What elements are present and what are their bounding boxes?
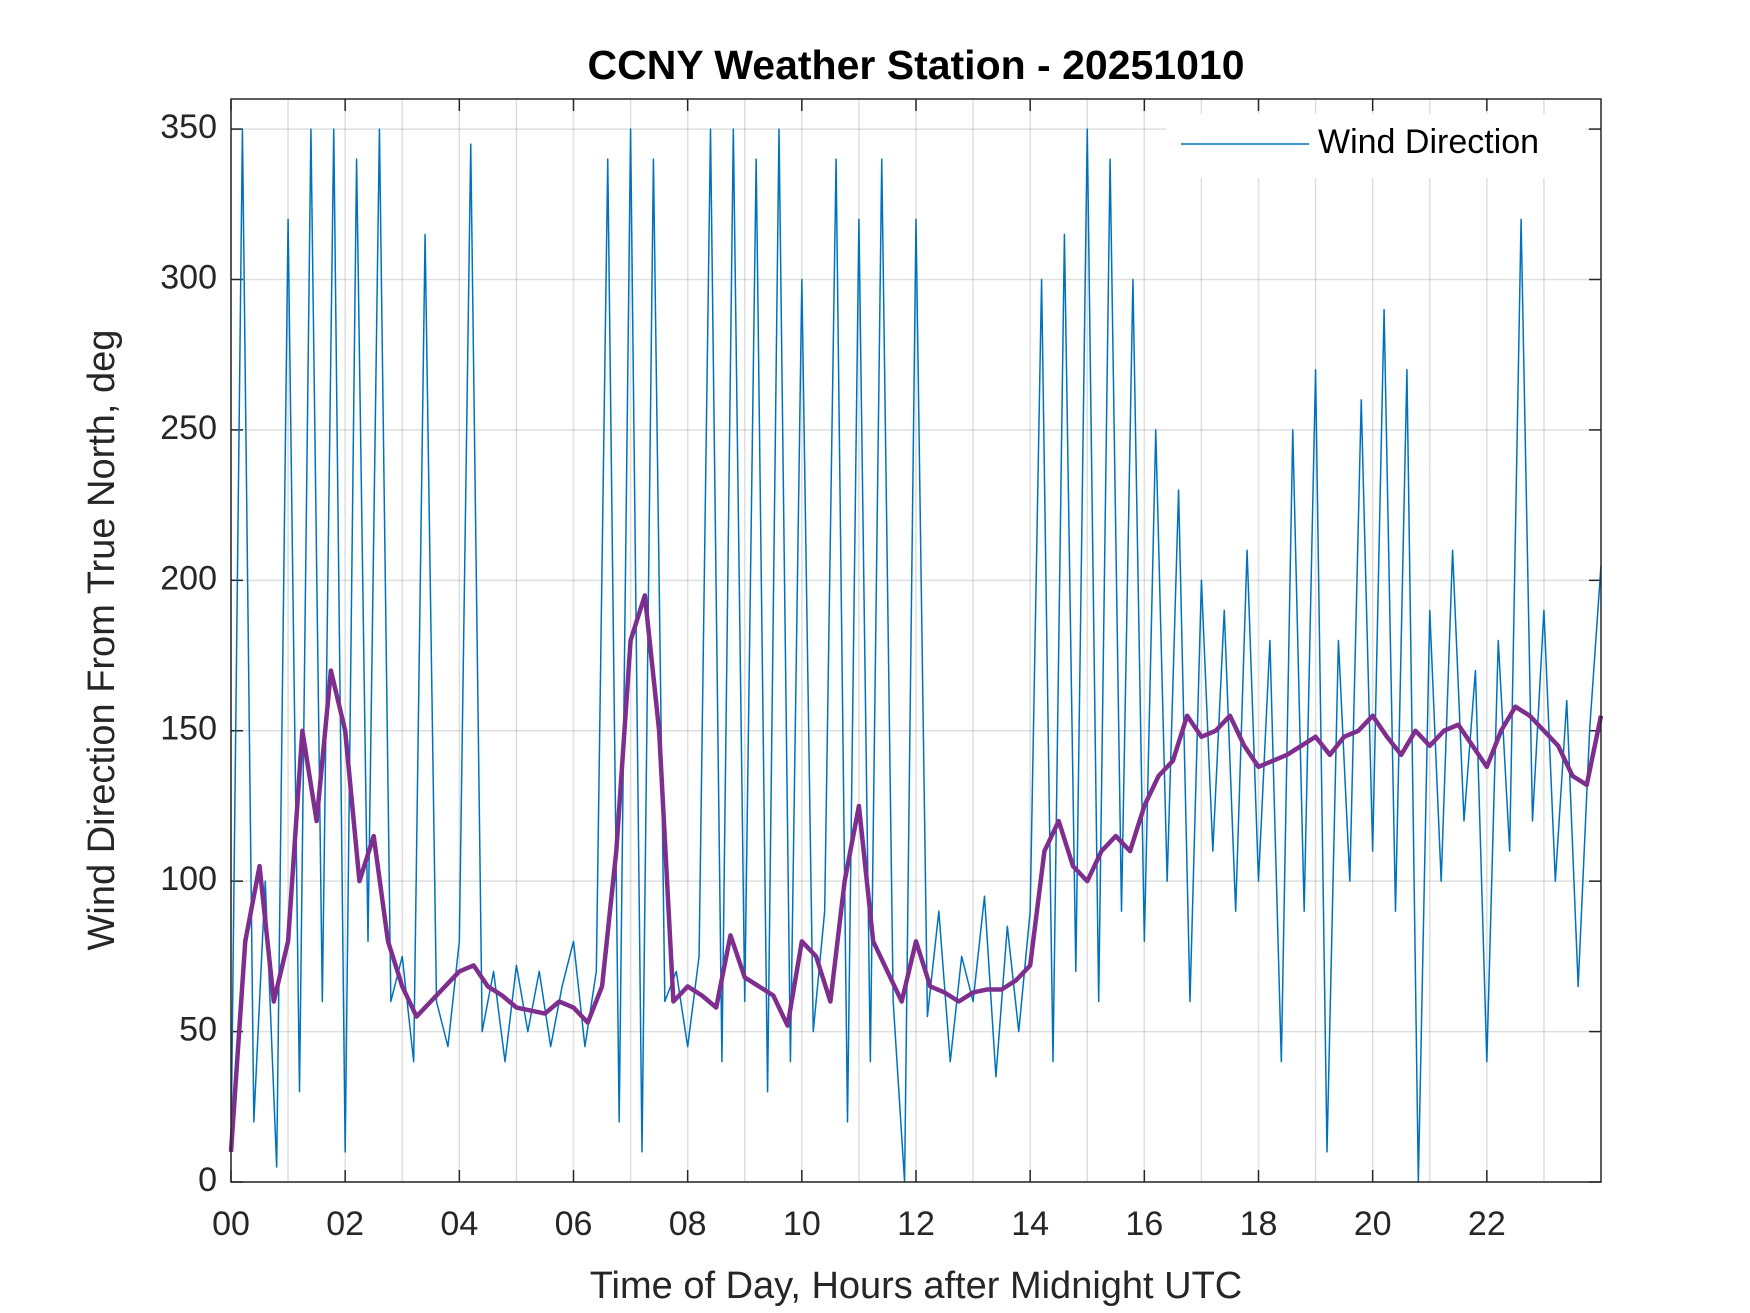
y-tick-label: 50 xyxy=(179,1011,217,1049)
axes-box xyxy=(230,98,1602,1183)
x-tick-label: 04 xyxy=(440,1205,478,1243)
x-tick-label: 12 xyxy=(897,1205,935,1243)
data-line xyxy=(230,128,1602,1183)
x-tick-label: 20 xyxy=(1354,1205,1392,1243)
y-tick-label: 300 xyxy=(160,258,217,296)
y-tick-label: 350 xyxy=(160,108,217,146)
x-tick-label: 22 xyxy=(1468,1205,1506,1243)
y-tick-label: 100 xyxy=(160,860,217,898)
y-tick-label: 0 xyxy=(198,1161,217,1199)
data-line xyxy=(228,593,1604,1153)
x-tick-label: 00 xyxy=(212,1205,250,1243)
y-axis-label: Wind Direction From True North, deg xyxy=(81,330,123,951)
x-tick-label: 06 xyxy=(555,1205,593,1243)
x-axis-label: Time of Day, Hours after Midnight UTC xyxy=(590,1265,1243,1307)
y-tick-label: 200 xyxy=(160,559,217,597)
x-tick-label: 18 xyxy=(1240,1205,1278,1243)
chart-title: CCNY Weather Station - 20251010 xyxy=(587,42,1244,88)
legend-box xyxy=(1166,114,1586,178)
y-tick-label: 250 xyxy=(160,409,217,447)
y-tick-label: 150 xyxy=(160,710,217,748)
legend: Wind Direction xyxy=(1166,114,1586,178)
legend-label: Wind Direction xyxy=(1318,123,1539,161)
x-tick-label: 02 xyxy=(326,1205,364,1243)
x-tick-label: 10 xyxy=(783,1205,821,1243)
x-tick-label: 16 xyxy=(1125,1205,1163,1243)
x-tick-label: 08 xyxy=(669,1205,707,1243)
x-tick-label: 14 xyxy=(1011,1205,1049,1243)
